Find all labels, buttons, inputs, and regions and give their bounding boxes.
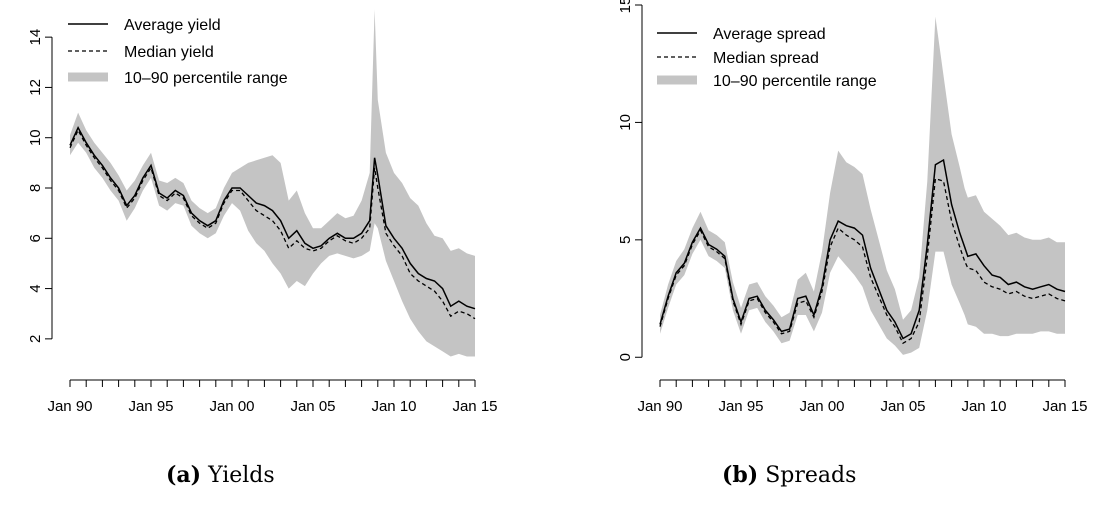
spreads-chart: 0 5 10 15 Jan 90 Jan 95 Jan 00 Jan 05 Jan 10 Jan … <box>617 0 1088 415</box>
caption-text: Yields <box>208 463 275 488</box>
x-tick-label: Jan 00 <box>209 398 254 415</box>
legend-label-average-spread: Average spread <box>713 26 826 43</box>
yields-legend: Average yield Median yield 10–90 percent… <box>68 17 288 87</box>
x-tick-label: Jan 95 <box>718 398 763 415</box>
x-tick-label: Jan 10 <box>961 398 1006 415</box>
figure: 2 4 6 8 10 12 14 Jan 90 Jan 95 Jan 00 Jan 05 Jan 10… <box>27 0 1088 415</box>
legend-label-median-yield: Median yield <box>124 44 214 61</box>
yields-median-line <box>69 128 476 320</box>
spreads-legend: Average spread Median spread 10–90 perce… <box>657 26 877 90</box>
y-tick-label: 15 <box>617 0 634 13</box>
y-tick-label: 4 <box>27 284 44 292</box>
caption-letter: (a) <box>166 462 202 488</box>
spreads-axes: 0 5 10 15 Jan 90 Jan 95 Jan 00 Jan 05 Jan 10 Jan … <box>617 0 1088 415</box>
yields-chart: 2 4 6 8 10 12 14 Jan 90 Jan 95 Jan 00 Jan 05 Jan 10… <box>27 9 498 415</box>
y-tick-label: 14 <box>27 29 44 46</box>
y-tick-label: 0 <box>617 353 634 361</box>
x-tick-label: Jan 15 <box>452 398 497 415</box>
spreads-plot-area <box>659 16 1066 355</box>
legend-label-percentile-range: 10–90 percentile range <box>124 70 288 87</box>
x-tick-label: Jan 10 <box>371 398 416 415</box>
x-tick-label: Jan 05 <box>880 398 925 415</box>
x-tick-label: Jan 15 <box>1042 398 1087 415</box>
x-tick-label: Jan 00 <box>799 398 844 415</box>
caption-yields: (a) Yields <box>166 462 275 488</box>
yields-plot-area <box>69 9 476 357</box>
x-tick-label: Jan 90 <box>47 398 92 415</box>
legend-label-percentile-range: 10–90 percentile range <box>713 73 877 90</box>
spreads-average-line <box>659 158 1066 340</box>
y-tick-label: 2 <box>27 335 44 343</box>
yields-axes: 2 4 6 8 10 12 14 Jan 90 Jan 95 Jan 00 Jan 05 Jan 10… <box>27 29 498 415</box>
y-tick-label: 10 <box>617 114 634 131</box>
x-tick-label: Jan 95 <box>128 398 173 415</box>
y-tick-label: 12 <box>27 79 44 96</box>
caption-letter: (b) <box>722 462 759 488</box>
y-tick-label: 6 <box>27 234 44 242</box>
legend-label-average-yield: Average yield <box>124 17 221 34</box>
yields-percentile-band <box>70 9 475 357</box>
y-tick-label: 10 <box>27 129 44 146</box>
yields-average-line <box>69 126 476 310</box>
legend-label-median-spread: Median spread <box>713 50 819 67</box>
y-tick-label: 5 <box>617 236 634 244</box>
y-tick-label: 8 <box>27 184 44 192</box>
caption-text: Spreads <box>765 463 857 488</box>
caption-spreads: (b) Spreads <box>722 462 856 488</box>
spreads-median-line <box>659 177 1066 345</box>
spreads-percentile-band <box>660 16 1065 355</box>
x-tick-label: Jan 90 <box>637 398 682 415</box>
x-tick-label: Jan 05 <box>290 398 335 415</box>
